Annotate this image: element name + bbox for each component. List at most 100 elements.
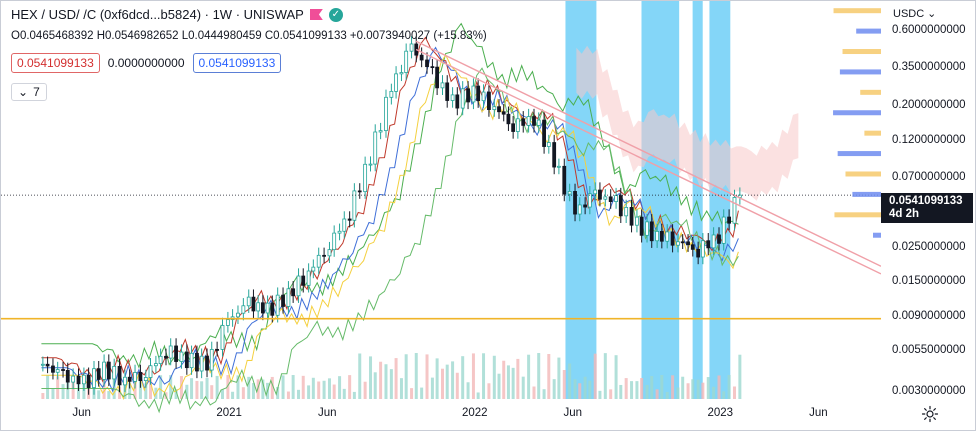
volume-bar-99: [547, 354, 551, 399]
collapse-indicators-button[interactable]: ⌄ 7: [11, 83, 47, 101]
candle-body-42: [256, 302, 261, 312]
volume-bar-11: [97, 390, 101, 399]
candle-body-125: [680, 241, 685, 244]
volume-bar-81: [455, 372, 459, 399]
candle-body-116: [635, 216, 639, 226]
ohlc-readout: O0.0465468392 H0.0546982652 L0.044498045…: [11, 30, 487, 42]
volume-bar-59: [342, 388, 346, 399]
candle-body-56: [327, 249, 332, 257]
ichimoku-cloud: [576, 45, 799, 201]
volume-bar-109: [598, 390, 602, 399]
volume-bar-135: [732, 386, 736, 399]
chevron-down-icon: ⌄: [927, 8, 937, 20]
volume-bar-19: [138, 379, 142, 399]
volume-bar-58: [338, 376, 342, 399]
candle-body-112: [614, 195, 618, 202]
candle-body-67: [384, 96, 388, 132]
candle-body-10: [92, 368, 96, 388]
candle-body-35: [220, 325, 225, 350]
candle-body-104: [573, 191, 577, 215]
flag-icon[interactable]: [309, 9, 323, 20]
highlight-band-2: [692, 1, 703, 399]
candle-body-29: [189, 352, 194, 369]
y-tick-label: 0.0055000000: [892, 343, 966, 356]
volume-bar-21: [149, 376, 153, 399]
indicator-value-blue[interactable]: 0.0541099133: [192, 53, 282, 73]
candle-body-77: [435, 66, 440, 89]
candle-body-128: [696, 248, 701, 258]
candle-body-72: [409, 43, 414, 52]
volume-bar-125: [681, 376, 685, 399]
volume-bar-67: [384, 364, 388, 399]
y-tick-label: 0.3500000000: [892, 61, 966, 74]
volume-bar-89: [497, 373, 501, 399]
volume-profile-row-5: [864, 130, 881, 136]
candle-body-86: [481, 91, 486, 102]
candle-body-54: [316, 254, 321, 268]
candle-body-88: [492, 106, 497, 111]
candle-body-5: [65, 369, 70, 383]
candle-body-115: [629, 207, 634, 226]
candle-body-14: [112, 365, 117, 380]
volume-bar-83: [466, 382, 470, 399]
candle-body-124: [676, 241, 680, 246]
symbol-title[interactable]: HEX / USD/ /C (0xf6dcd...b5824) · 1W · U…: [11, 7, 304, 22]
candle-body-117: [639, 216, 644, 236]
volume-profile-row-6: [833, 110, 881, 116]
candle-body-30: [195, 352, 199, 372]
candle-body-69: [394, 73, 398, 92]
candle-body-123: [670, 231, 675, 246]
volume-bar-46: [276, 387, 280, 399]
candle-body-63: [363, 163, 368, 193]
candle-body-21: [148, 365, 153, 378]
candle-body-90: [501, 111, 506, 115]
candle-body-28: [184, 351, 189, 369]
indicator-value-red[interactable]: 0.0541099133: [11, 53, 100, 73]
trendline-lower: [415, 48, 881, 275]
volume-bar-39: [241, 387, 245, 399]
volume-bar-97: [537, 353, 541, 399]
y-tick-label: 0.2000000000: [892, 99, 966, 112]
candle-body-98: [542, 119, 546, 147]
candle-body-74: [419, 54, 424, 61]
volume-profile-row-7: [860, 89, 881, 95]
volume-bar-1: [46, 375, 50, 399]
candle-body-26: [174, 345, 178, 362]
volume-bar-110: [603, 353, 607, 399]
candle-body-62: [357, 190, 362, 193]
volume-bar-54: [317, 381, 321, 399]
checkmark-icon[interactable]: ✓: [328, 7, 343, 22]
volume-bar-102: [562, 370, 566, 399]
candle-body-79: [445, 82, 450, 101]
volume-bar-66: [379, 361, 383, 399]
volume-bar-41: [251, 383, 255, 399]
volume-bar-92: [511, 367, 515, 399]
volume-bar-82: [461, 356, 465, 399]
volume-bar-91: [506, 365, 510, 399]
candle-body-130: [706, 240, 711, 249]
candle-body-13: [106, 361, 111, 380]
volume-bar-27: [179, 376, 183, 399]
currency-selector[interactable]: USDC ⌄: [893, 7, 937, 21]
y-tick-label: 0.0030000000: [892, 384, 966, 397]
x-tick-label: 2021: [216, 407, 242, 419]
volume-bar-120: [655, 389, 659, 399]
candle-body-97: [536, 119, 541, 126]
last-price-value: 0.0541099133: [889, 195, 963, 207]
candle-body-52: [306, 270, 311, 286]
candle-body-27: [179, 351, 184, 362]
volume-bar-106: [583, 376, 587, 399]
candle-body-105: [577, 204, 582, 215]
volume-bar-50: [297, 389, 301, 399]
candle-body-68: [389, 90, 394, 98]
candle-body-101: [556, 165, 561, 168]
volume-bar-100: [552, 379, 556, 399]
chart-plot[interactable]: [1, 1, 881, 432]
candle-body-114: [624, 207, 629, 217]
gear-icon[interactable]: [921, 405, 939, 423]
candle-body-15: [117, 365, 122, 386]
last-price-tag: 0.0541099133 4d 2h: [881, 193, 973, 223]
volume-bar-112: [614, 355, 618, 399]
volume-bar-35: [221, 389, 224, 399]
volume-bar-60: [348, 375, 352, 399]
